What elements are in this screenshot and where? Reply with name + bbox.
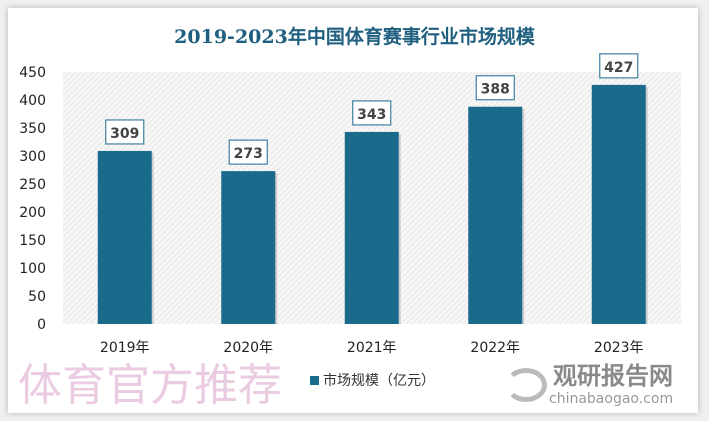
- logo-cn: 观研报告网: [553, 362, 673, 390]
- y-tick-label: 350: [19, 121, 46, 137]
- y-tick-label: 0: [37, 317, 46, 333]
- data-label-box: [228, 139, 268, 165]
- data-label-box: [475, 75, 515, 101]
- y-tick-label: 400: [19, 93, 46, 109]
- legend: 市场规模（亿元）: [310, 370, 435, 390]
- data-label-box: [105, 119, 145, 145]
- data-label: 273: [234, 146, 263, 162]
- x-tick-label: 2022年: [470, 340, 520, 356]
- y-tick-label: 150: [19, 233, 46, 249]
- y-tick-label: 250: [19, 177, 46, 193]
- data-label: 309: [110, 126, 139, 142]
- x-tick-label: 2019年: [100, 340, 150, 356]
- bar: [97, 150, 152, 324]
- data-label: 427: [604, 60, 633, 76]
- data-label: 388: [481, 82, 510, 98]
- logo: 观研报告网 chinabaogao.com: [505, 362, 673, 408]
- bar: [344, 131, 399, 324]
- y-tick-label: 300: [19, 149, 46, 165]
- y-tick-label: 200: [19, 205, 46, 221]
- logo-swirl-icon: [505, 368, 547, 402]
- logo-en: chinabaogao.com: [549, 391, 674, 407]
- data-label-box: [599, 53, 639, 79]
- y-tick-label: 100: [19, 261, 46, 277]
- x-tick-label: 2023年: [594, 340, 644, 356]
- bar: [591, 84, 646, 324]
- bar: [221, 171, 276, 324]
- x-tick-label: 2021年: [347, 340, 397, 356]
- legend-label: 市场规模（亿元）: [323, 373, 435, 389]
- x-tick-label: 2020年: [223, 340, 273, 356]
- y-tick-label: 50: [28, 289, 46, 305]
- watermark: 体育官方推荐: [18, 360, 282, 411]
- bar: [468, 106, 523, 324]
- data-label-box: [352, 100, 392, 126]
- legend-swatch: [310, 376, 319, 385]
- chart-title: 2019-2023年中国体育赛事行业市场规模: [174, 26, 535, 48]
- y-tick-label: 450: [19, 65, 46, 81]
- data-label: 343: [357, 107, 386, 123]
